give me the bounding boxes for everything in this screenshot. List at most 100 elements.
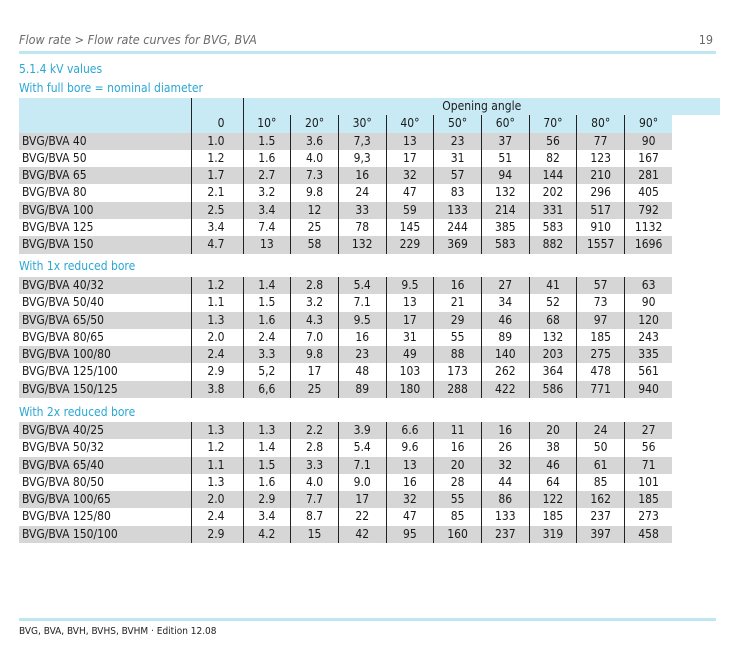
kv-value: 9.6	[385, 439, 434, 457]
kv-value: 229	[385, 236, 434, 254]
kv-value: 167	[624, 149, 673, 168]
kv-value: 140	[480, 346, 530, 364]
column-header: 80°	[576, 115, 625, 133]
table-row: BVG/BVA 150 4.7 13 58 132 229 369 583 882 1557 169…	[19, 236, 720, 254]
valve-type: BVG/BVA 150/125	[19, 380, 192, 399]
kv-value: 5,2	[242, 363, 291, 381]
valve-type: BVG/BVA 125	[22, 220, 94, 235]
kv-value: 583	[480, 236, 530, 254]
kv-value: 160	[433, 525, 482, 544]
kv-value: 58	[290, 236, 339, 254]
kv-value: 31	[433, 149, 482, 168]
kv-value: 31	[385, 328, 434, 347]
valve-type: BVG/BVA 50	[22, 150, 87, 165]
header-blank	[19, 98, 191, 116]
kv-value: 50	[576, 439, 625, 457]
kv-value: 3.8	[190, 380, 244, 399]
kv-value: 7.1	[337, 456, 387, 474]
table-row: BVG/BVA 40/32 1.2 1.4 2.8 5.4 9.5 16 27 41 57 63	[19, 277, 720, 295]
kv-value: 385	[480, 219, 530, 237]
table-row: BVG/BVA 100/65 2.0 2.9 7.7 17 32 55 86 122 162 185	[19, 491, 720, 509]
kv-value: 16	[337, 328, 387, 347]
kv-value: 4.3	[290, 311, 339, 329]
kv-value: 132	[480, 184, 530, 202]
kv-value: 32	[385, 167, 434, 185]
kv-value: 2.4	[190, 508, 244, 526]
footer: BVG, BVA, BVH, BVHS, BVHM · Edition 12.0…	[19, 626, 217, 637]
kv-value: 7.3	[290, 167, 339, 185]
valve-type: BVG/BVA 150/100	[19, 525, 192, 544]
valve-type: BVG/BVA 65/50	[19, 311, 192, 329]
kv-value: 3.3	[242, 346, 291, 364]
kv-value: 17	[290, 363, 339, 381]
kv-value: 2.9	[242, 491, 291, 509]
kv-value: 1.7	[190, 167, 243, 185]
kv-value: 132	[528, 328, 577, 347]
kv-value: 4.7	[190, 236, 243, 254]
kv-value: 3.4	[190, 219, 243, 237]
kv-value: 103	[385, 363, 434, 381]
kv-value: 185	[528, 508, 577, 526]
kv-value: 133	[433, 201, 482, 220]
kv-value: 101	[624, 473, 673, 492]
kv-value: 20	[528, 422, 577, 440]
kv-value: 42	[337, 525, 387, 544]
kv-value: 32	[480, 456, 530, 474]
kv-value: 89	[480, 328, 530, 347]
valve-type: BVG/BVA 40/25	[19, 422, 192, 440]
breadcrumb: Flow rate > Flow rate curves for BVG, BV…	[19, 32, 257, 47]
table-row: BVG/BVA 40 1.0 1.5 3.6 7,3 13 23 37 56 77 90	[19, 132, 720, 150]
kv-value: 173	[433, 363, 482, 381]
kv-value: 95	[385, 525, 434, 544]
table-row: BVG/BVA 80/50 1.3 1.6 4.0 9.0 16 28 44 64 85 101	[19, 473, 720, 492]
kv-value: 16	[337, 167, 387, 185]
kv-value: 85	[576, 473, 625, 492]
header-blank	[19, 115, 191, 133]
valve-type: BVG/BVA 65	[19, 167, 191, 185]
column-header: 60°	[480, 115, 530, 133]
kv-value: 9.8	[290, 184, 339, 202]
kv-value: 243	[624, 328, 673, 347]
kv-value: 68	[528, 311, 577, 329]
kv-value: 13	[385, 132, 434, 150]
valve-type: BVG/BVA 40/32	[19, 277, 192, 295]
table-row: BVG/BVA 100/80 2.4 3.3 9.8 23 49 88 140 203 275 33…	[19, 346, 720, 364]
column-header: 50°	[433, 115, 482, 133]
kv-value: 214	[480, 201, 530, 220]
kv-value: 1.5	[242, 294, 291, 312]
kv-value: 41	[528, 277, 577, 295]
kv-value: 2.9	[190, 525, 244, 544]
kv-value: 7.4	[242, 219, 291, 237]
kv-value: 1.5	[242, 456, 291, 474]
kv-value: 28	[433, 473, 482, 492]
kv-value: 517	[576, 201, 625, 220]
kv-value: 94	[480, 167, 530, 185]
kv-value: 2.0	[190, 328, 244, 347]
kv-value: 1696	[624, 236, 673, 254]
column-header: 10°	[242, 115, 291, 133]
kv-value: 262	[480, 363, 530, 381]
kv-value: 52	[528, 294, 577, 312]
kv-value: 17	[385, 149, 434, 168]
table-title-2x-reduced: With 2x reduced bore	[19, 405, 136, 419]
kv-value: 47	[385, 184, 434, 202]
page-number: 19	[698, 32, 713, 47]
kv-value: 7.7	[290, 491, 339, 509]
kv-value: 38	[528, 439, 577, 457]
table-row: BVG/BVA 40/25 1.3 1.3 2.2 3.9 6.6 11 16 20 24 27	[19, 422, 720, 440]
valve-type: BVG/BVA 40	[19, 132, 191, 150]
kv-value: 90	[624, 294, 673, 312]
kv-value: 13	[385, 294, 434, 312]
kv-value: 237	[480, 525, 530, 544]
kv-value: 7.0	[290, 328, 339, 347]
kv-value: 1.3	[190, 422, 244, 440]
kv-value: 7,3	[337, 132, 387, 150]
kv-value: 273	[624, 508, 673, 526]
kv-value: 364	[528, 363, 577, 381]
kv-value: 25	[290, 380, 339, 399]
kv-value: 9.8	[290, 346, 339, 364]
kv-value: 397	[576, 525, 625, 544]
kv-value: 16	[433, 277, 482, 295]
kv-value: 2.9	[190, 363, 244, 381]
table-row: BVG/BVA 65/50 1.3 1.6 4.3 9.5 17 29 46 68 97 120	[19, 311, 720, 329]
